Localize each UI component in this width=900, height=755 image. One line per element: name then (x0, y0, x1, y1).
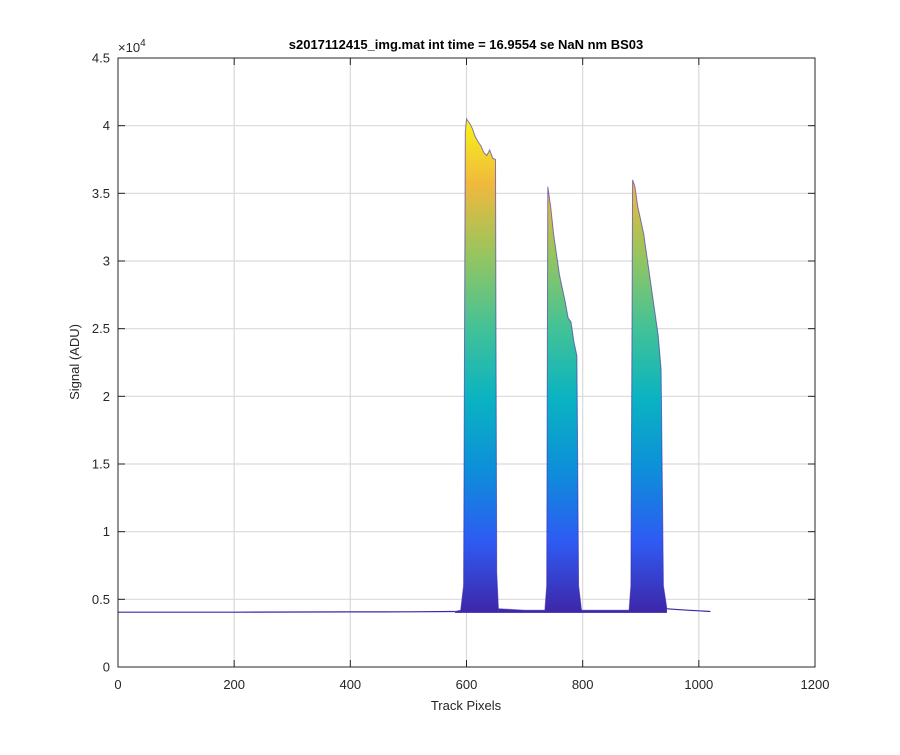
x-tick-label: 0 (114, 677, 121, 692)
y-tick-label: 4 (103, 118, 110, 133)
signal-peak-2-outline (498, 186, 582, 611)
signal-peak-3-outline (581, 179, 668, 611)
y-axis-label: Signal (ADU) (67, 324, 82, 400)
y-axis-exponent: ×104 (118, 38, 146, 55)
y-axis-exponent-base: ×10 (118, 40, 140, 55)
signal-peak-3 (581, 179, 667, 613)
axis-layer (117, 57, 816, 668)
y-axis-exponent-power: 4 (140, 38, 146, 49)
x-tick-label: 1200 (801, 677, 830, 692)
x-tick-label: 200 (223, 677, 245, 692)
x-tick-label: 400 (339, 677, 361, 692)
y-tick-label: 3 (103, 254, 110, 269)
baseline-trace (118, 610, 455, 613)
y-tick-label: 0.5 (92, 592, 110, 607)
x-tick-label: 800 (572, 677, 594, 692)
signal-peak-1-outline (454, 117, 499, 612)
tick-label-layer: 0 200 400 600 800 1000 1200 0 0.5 1 1.5 2 2.5 3 3.5 4 4.… (92, 51, 830, 693)
y-tick-label: 1 (103, 524, 110, 539)
y-tick-label: 0 (103, 660, 110, 675)
signal-peak-1 (454, 118, 499, 613)
y-tick-label: 2 (103, 389, 110, 404)
x-tick-label: 1000 (684, 677, 713, 692)
chart-title: s2017112415_img.mat int time = 16.9554 s… (289, 37, 643, 52)
x-tick-label: 600 (456, 677, 478, 692)
y-tick-label: 1.5 (92, 457, 110, 472)
y-tick-label: 4.5 (92, 51, 110, 66)
signal-peak-2 (498, 186, 582, 613)
tail-trace (666, 608, 711, 613)
y-tick-label: 2.5 (92, 321, 110, 336)
x-axis-label: Track Pixels (431, 698, 502, 713)
y-tick-label: 3.5 (92, 186, 110, 201)
data-layer (118, 117, 711, 613)
